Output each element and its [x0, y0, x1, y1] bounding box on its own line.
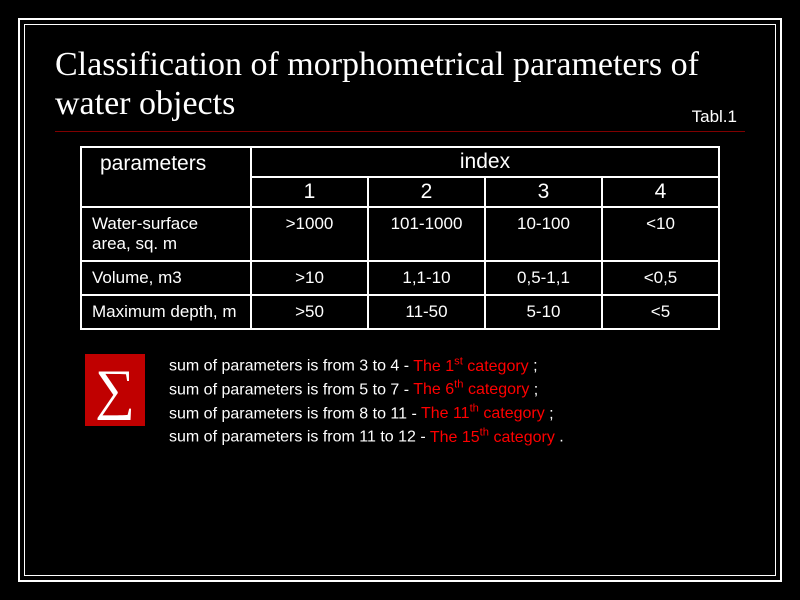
header-index: index — [251, 147, 719, 177]
legend-category: The 11th category — [421, 405, 545, 422]
cell: >10 — [251, 261, 368, 295]
header-parameters: parameters — [81, 147, 251, 207]
legend-prefix: sum of parameters is from 11 to 12 - — [169, 429, 430, 446]
classification-table: parameters index 1 2 3 4 Water-surface a… — [80, 146, 720, 330]
index-col-3: 3 — [485, 177, 602, 207]
cell: 5-10 — [485, 295, 602, 329]
cell: >1000 — [251, 207, 368, 261]
title-row: Classification of morphometrical paramet… — [55, 45, 745, 123]
inner-frame: Classification of morphometrical paramet… — [24, 24, 776, 576]
legend-category: The 6th category — [413, 381, 529, 398]
table-header-row: parameters index — [81, 147, 719, 177]
table-row: Water-surface area, sq. m >1000 101-1000… — [81, 207, 719, 261]
legend-suffix: ; — [545, 405, 554, 422]
legend-suffix: ; — [529, 358, 538, 375]
legend-suffix: . — [555, 429, 564, 446]
cell: 10-100 — [485, 207, 602, 261]
cell: 11-50 — [368, 295, 485, 329]
legend-line: sum of parameters is from 3 to 4 - The 1… — [169, 354, 564, 378]
cell: 1,1-10 — [368, 261, 485, 295]
cell: <5 — [602, 295, 719, 329]
index-col-2: 2 — [368, 177, 485, 207]
legend-category: The 1st category — [413, 358, 528, 375]
cell: >50 — [251, 295, 368, 329]
row-label: Maximum depth, m — [81, 295, 251, 329]
outer-frame: Classification of morphometrical paramet… — [18, 18, 782, 582]
index-col-1: 1 — [251, 177, 368, 207]
legend-suffix: ; — [529, 381, 538, 398]
table-row: Maximum depth, m >50 11-50 5-10 <5 — [81, 295, 719, 329]
legend-category: The 15th category — [430, 429, 555, 446]
sigma-icon: ∑ — [85, 354, 145, 426]
index-col-4: 4 — [602, 177, 719, 207]
legend-prefix: sum of parameters is from 8 to 11 - — [169, 405, 421, 422]
legend-lines: sum of parameters is from 3 to 4 - The 1… — [169, 354, 564, 449]
cell: <10 — [602, 207, 719, 261]
cell: <0,5 — [602, 261, 719, 295]
legend-prefix: sum of parameters is from 5 to 7 - — [169, 381, 413, 398]
page-title: Classification of morphometrical paramet… — [55, 45, 745, 123]
legend-line: sum of parameters is from 8 to 11 - The … — [169, 402, 564, 426]
legend-line: sum of parameters is from 5 to 7 - The 6… — [169, 378, 564, 402]
row-label: Volume, m3 — [81, 261, 251, 295]
title-divider — [55, 131, 745, 132]
legend-line: sum of parameters is from 11 to 12 - The… — [169, 425, 564, 449]
cell: 0,5-1,1 — [485, 261, 602, 295]
legend-prefix: sum of parameters is from 3 to 4 - — [169, 358, 413, 375]
cell: 101-1000 — [368, 207, 485, 261]
table-row: Volume, m3 >10 1,1-10 0,5-1,1 <0,5 — [81, 261, 719, 295]
row-label: Water-surface area, sq. m — [81, 207, 251, 261]
legend: ∑ sum of parameters is from 3 to 4 - The… — [85, 354, 745, 449]
table-label: Tabl.1 — [692, 107, 737, 127]
